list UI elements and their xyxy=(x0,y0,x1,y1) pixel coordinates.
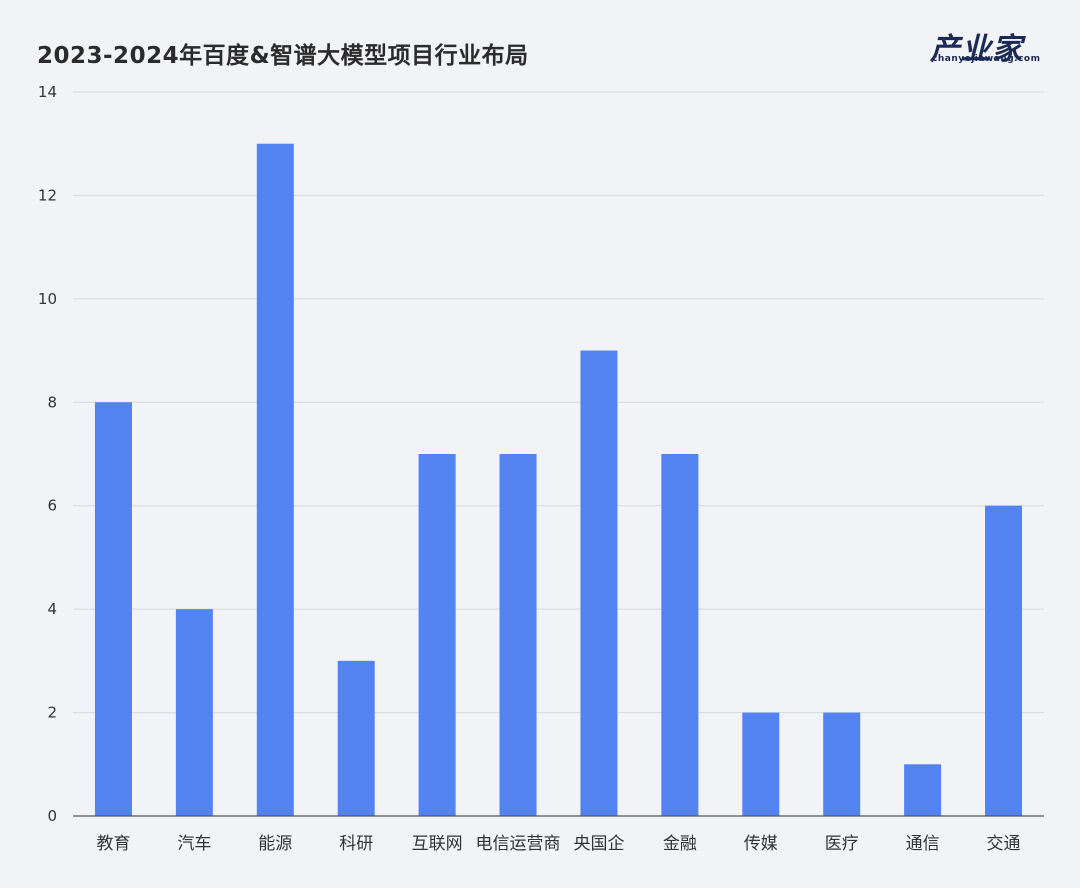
bar-互联网 xyxy=(418,454,456,816)
y-tick-label-6: 6 xyxy=(47,497,57,515)
x-tick-label-通信: 通信 xyxy=(906,834,940,854)
x-tick-label-电信运营商: 电信运营商 xyxy=(476,834,561,854)
brand-logo: 产业家 chanyejiawang.com xyxy=(928,24,1052,68)
x-tick-label-金融: 金融 xyxy=(663,834,697,854)
y-tick-label-4: 4 xyxy=(47,600,57,618)
y-tick-label-10: 10 xyxy=(38,290,57,308)
y-tick-label-0: 0 xyxy=(47,807,57,825)
bar-传媒 xyxy=(742,712,780,816)
brand-logo-url: chanyejiawang.com xyxy=(932,54,1041,64)
bar-央国企 xyxy=(580,350,618,816)
label-layer: 0 2 4 6 8 10 12 14 教育 汽车 能源 科研 互联网 电信运营商 央国企 金融 传媒 医疗 通信 交通 xyxy=(38,83,1021,854)
y-tick-label-8: 8 xyxy=(47,393,57,411)
bar-金融 xyxy=(661,454,699,816)
y-tick-label-14: 14 xyxy=(38,83,57,101)
y-tick-label-12: 12 xyxy=(38,186,57,204)
bar-交通 xyxy=(985,505,1023,816)
x-tick-label-医疗: 医疗 xyxy=(825,834,859,854)
grid-layer xyxy=(73,91,1044,714)
bar-汽车 xyxy=(175,609,213,816)
bar-科研 xyxy=(337,660,375,816)
x-tick-label-传媒: 传媒 xyxy=(744,834,778,854)
bar-通信 xyxy=(904,764,942,816)
chart-title: 2023-2024年百度&智谱大模型项目行业布局 xyxy=(37,43,529,69)
x-tick-label-互联网: 互联网 xyxy=(412,834,463,854)
bar-医疗 xyxy=(823,712,861,816)
x-tick-label-教育: 教育 xyxy=(96,834,130,854)
x-tick-label-央国企: 央国企 xyxy=(573,834,624,854)
x-tick-label-汽车: 汽车 xyxy=(177,834,211,854)
bar-layer xyxy=(94,143,1023,816)
bar-教育 xyxy=(94,402,132,816)
x-tick-label-交通: 交通 xyxy=(987,834,1021,854)
brand-logo-text: 产业家 xyxy=(930,32,1023,67)
bar-电信运营商 xyxy=(499,454,537,816)
x-tick-label-科研: 科研 xyxy=(339,834,373,854)
x-tick-label-能源: 能源 xyxy=(258,834,292,854)
y-tick-label-2: 2 xyxy=(47,704,57,722)
bar-能源 xyxy=(256,143,294,816)
